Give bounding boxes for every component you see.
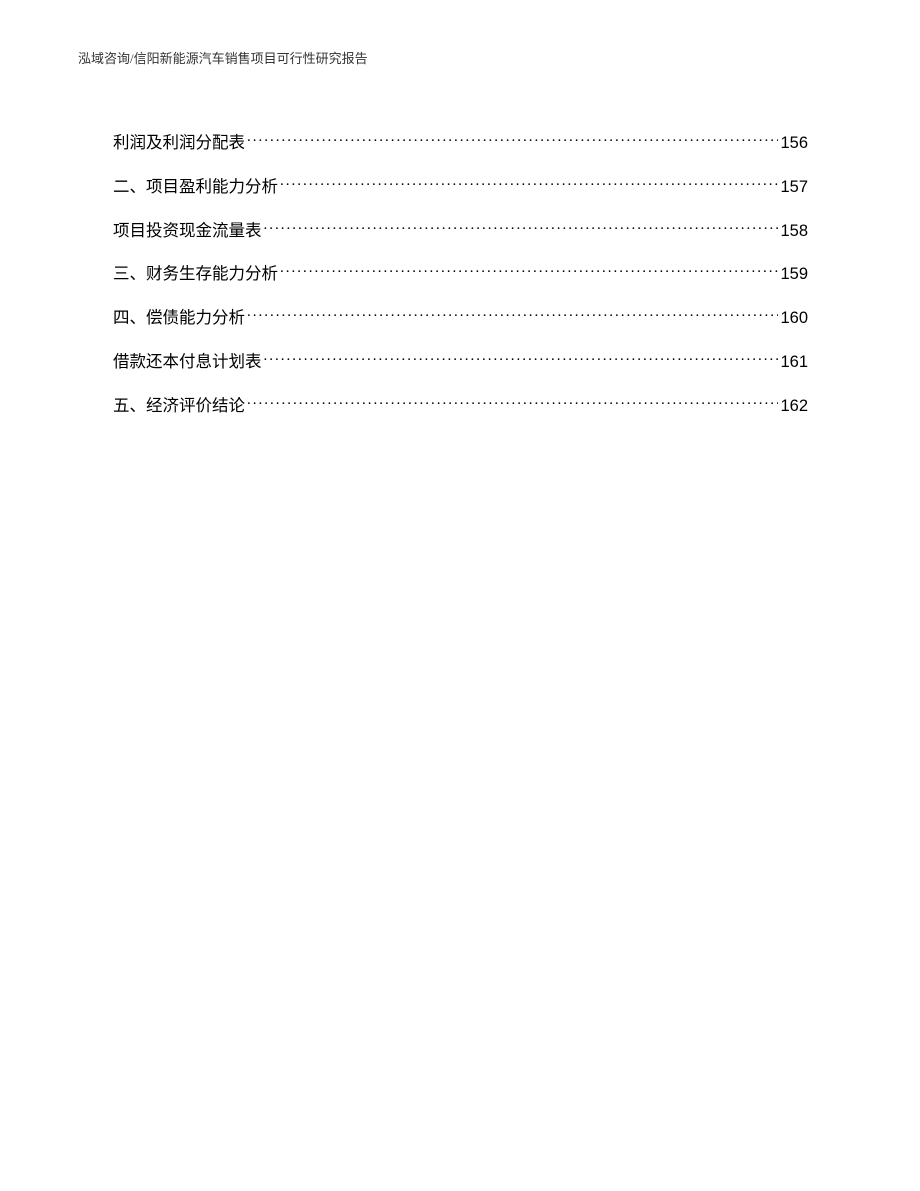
toc-label: 二、项目盈利能力分析 <box>113 176 278 199</box>
toc-leader-dots <box>280 172 778 192</box>
toc-leader-dots <box>280 260 778 280</box>
toc-page-number: 161 <box>780 351 808 374</box>
toc-entry: 三、财务生存能力分析 159 <box>113 260 808 287</box>
toc-label: 借款还本付息计划表 <box>113 351 262 374</box>
toc-label: 四、偿债能力分析 <box>113 307 245 330</box>
toc-leader-dots <box>264 216 779 236</box>
toc-entry: 利润及利润分配表 156 <box>113 128 808 155</box>
toc-label: 五、经济评价结论 <box>113 395 245 418</box>
page-header: 泓域咨询/信阳新能源汽车销售项目可行性研究报告 <box>78 48 368 67</box>
table-of-contents: 利润及利润分配表 156 二、项目盈利能力分析 157 项目投资现金流量表 15… <box>113 128 808 435</box>
toc-label: 三、财务生存能力分析 <box>113 263 278 286</box>
toc-leader-dots <box>247 304 778 324</box>
toc-label: 利润及利润分配表 <box>113 132 245 155</box>
toc-page-number: 162 <box>780 395 808 418</box>
toc-entry: 五、经济评价结论 162 <box>113 391 808 418</box>
toc-entry: 四、偿债能力分析 160 <box>113 304 808 331</box>
toc-entry: 借款还本付息计划表 161 <box>113 347 808 374</box>
toc-entry: 项目投资现金流量表 158 <box>113 216 808 243</box>
toc-page-number: 156 <box>780 132 808 155</box>
toc-page-number: 159 <box>780 263 808 286</box>
toc-leader-dots <box>264 347 779 367</box>
toc-page-number: 157 <box>780 176 808 199</box>
toc-entry: 二、项目盈利能力分析 157 <box>113 172 808 199</box>
toc-leader-dots <box>247 128 778 148</box>
toc-page-number: 160 <box>780 307 808 330</box>
toc-page-number: 158 <box>780 220 808 243</box>
toc-label: 项目投资现金流量表 <box>113 220 262 243</box>
header-text: 泓域咨询/信阳新能源汽车销售项目可行性研究报告 <box>78 51 368 66</box>
toc-leader-dots <box>247 391 778 411</box>
